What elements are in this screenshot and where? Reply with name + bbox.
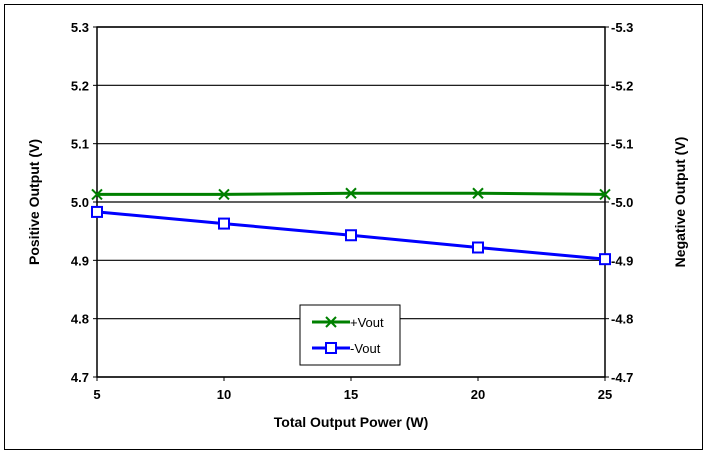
data-point-square: [325, 342, 337, 354]
x-tick-label: 15: [344, 387, 358, 402]
data-point-square: [599, 253, 611, 266]
series-minus-vout: [91, 205, 611, 266]
y2-axis-title: Negative Output (V): [672, 137, 688, 268]
y2-tick-label: -5.1: [611, 137, 633, 152]
legend-label: +Vout: [350, 315, 384, 330]
marker-stroke: [599, 188, 611, 201]
marker-stroke: [472, 187, 484, 199]
y-tick-label: 5.3: [71, 20, 89, 35]
x-tick-label: 25: [598, 387, 612, 402]
y2-tick-label: -4.9: [611, 253, 633, 268]
marker-stroke: [325, 316, 337, 328]
y-tick-label: 5.0: [71, 195, 89, 210]
legend-item: -Vout: [312, 341, 381, 356]
data-point-square: [345, 229, 357, 242]
y-tick-label: 4.7: [71, 370, 89, 385]
data-point-x: [599, 188, 611, 201]
marker-stroke: [218, 188, 230, 201]
legend-label: -Vout: [350, 341, 381, 356]
data-point-x: [472, 187, 484, 199]
data-point-x: [218, 188, 230, 201]
y-tick-label: 4.8: [71, 312, 89, 327]
data-point-square: [91, 205, 103, 218]
x-tick-label: 10: [217, 387, 231, 402]
legend-box: [299, 304, 401, 366]
x-axis-title: Total Output Power (W): [274, 414, 429, 430]
x-tick-label: 5: [93, 387, 100, 402]
marker-stroke: [345, 187, 357, 199]
y2-tick-label: -4.7: [611, 370, 633, 385]
legend-item: +Vout: [312, 315, 384, 330]
y2-tick-label: -5.0: [611, 195, 633, 210]
y-axis-title: Positive Output (V): [26, 139, 42, 265]
y-tick-label: 5.2: [71, 78, 89, 93]
series-layer: [91, 187, 611, 266]
tick-labels: 5.3 5.2 5.1 5.0 4.9 4.8 4.7 -5.3 -5.2 -5.1 -5.0 -4.…: [71, 20, 633, 402]
data-point-square: [218, 217, 230, 230]
chart-frame: 5.3 5.2 5.1 5.0 4.9 4.8 4.7 -5.3 -5.2 -5.1 -5.0 -4.…: [4, 4, 703, 450]
y-tick-label: 5.1: [71, 137, 89, 152]
chart-svg: 5.3 5.2 5.1 5.0 4.9 4.8 4.7 -5.3 -5.2 -5.1 -5.0 -4.…: [26, 20, 688, 430]
y2-tick-label: -5.2: [611, 78, 633, 93]
y-tick-label: 4.9: [71, 253, 89, 268]
legend: +Vout -Vout: [299, 304, 401, 366]
y2-tick-label: -4.8: [611, 312, 633, 327]
y2-tick-label: -5.3: [611, 20, 633, 35]
marker-stroke: [91, 188, 103, 201]
data-point-x: [91, 188, 103, 201]
data-point-x: [345, 187, 357, 199]
x-tick-label: 20: [471, 387, 485, 402]
series-plus-vout: [91, 187, 611, 201]
data-point-square: [472, 241, 484, 254]
data-point-x: [325, 316, 337, 328]
